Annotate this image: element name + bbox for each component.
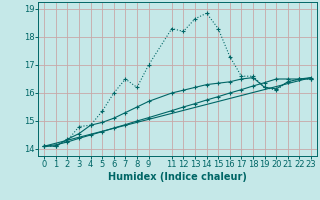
X-axis label: Humidex (Indice chaleur): Humidex (Indice chaleur) [108,172,247,182]
